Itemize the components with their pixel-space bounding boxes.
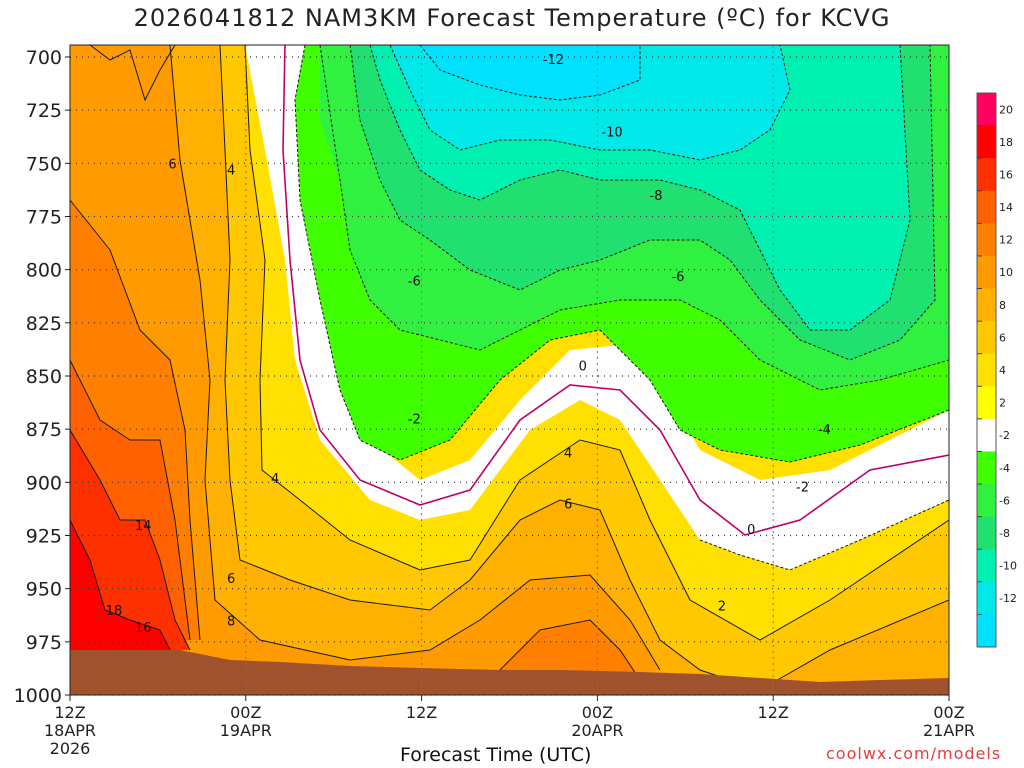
contour-label: 6 xyxy=(227,572,235,587)
colorbar-label: 4 xyxy=(999,364,1006,377)
colorbar-segment xyxy=(977,418,996,452)
contour-label: 6 xyxy=(168,157,176,172)
terrain xyxy=(70,650,949,695)
colorbar-segment xyxy=(977,614,996,648)
field-red-3 xyxy=(70,520,170,655)
colorbar-label: 6 xyxy=(999,331,1006,344)
contour-label: 16 xyxy=(135,621,152,636)
contour-label: 14 xyxy=(135,519,152,534)
contour-label: -4 xyxy=(818,423,831,438)
contour-label: 0 xyxy=(579,359,587,374)
y-tick-label: 775 xyxy=(26,207,62,229)
colorbar-label: 2 xyxy=(999,397,1006,410)
y-tick-label: 950 xyxy=(26,579,62,601)
x-axis-title: Forecast Time (UTC) xyxy=(400,744,592,766)
colorbar-segment xyxy=(977,549,996,583)
colorbar-segment xyxy=(977,516,996,550)
y-tick-label: 725 xyxy=(26,100,62,122)
colorbar-segment xyxy=(977,288,996,322)
colorbar-segment xyxy=(977,158,996,192)
y-tick-label: 875 xyxy=(26,419,62,441)
contour-label: -2 xyxy=(796,481,809,496)
colorbar-label: 20 xyxy=(999,103,1013,116)
x-tick-label: 12Z xyxy=(406,703,437,722)
x-tick-label: 20APR xyxy=(571,721,623,740)
contour-label: 18 xyxy=(106,604,123,619)
y-tick-label: 825 xyxy=(26,313,62,335)
colorbar-segment xyxy=(977,255,996,290)
colorbar-label: -8 xyxy=(999,527,1010,540)
x-tick-label: 2026 xyxy=(50,739,91,758)
colorbar-segment xyxy=(977,386,996,420)
y-axis: 700 725 750 775 800 825 850 875 900 925 950 975 1000 xyxy=(14,47,70,707)
x-tick-label: 18APR xyxy=(44,721,96,740)
x-tick-label: 00Z xyxy=(230,703,261,722)
contour-label: 2 xyxy=(718,600,726,615)
colorbar-segment xyxy=(977,125,996,159)
colorbar: 20 18 16 14 12 10 8 6 4 2 -2 -4 -6 -8 -10 -12 xyxy=(976,92,1017,648)
colorbar-label: -2 xyxy=(999,429,1010,442)
colorbar-segment xyxy=(977,223,996,257)
field-orange-low xyxy=(70,45,949,695)
colorbar-label: 10 xyxy=(999,266,1013,279)
colorbar-segment xyxy=(977,321,996,355)
contour-label: 4 xyxy=(564,447,572,462)
colorbar-segment xyxy=(977,353,996,387)
contour-lines xyxy=(70,45,949,691)
contour-label: 4 xyxy=(227,164,235,179)
contour-label: 6 xyxy=(564,498,572,513)
colorbar-segment xyxy=(977,581,996,615)
field-cyan-deep xyxy=(420,45,640,100)
contour-label: -2 xyxy=(408,413,421,428)
x-tick-label: 19APR xyxy=(220,721,272,740)
contour-label: -10 xyxy=(601,125,622,140)
colorbar-segment xyxy=(977,451,996,485)
contour-label: 0 xyxy=(747,523,755,538)
y-tick-label: 850 xyxy=(26,366,62,388)
x-tick-label: 12Z xyxy=(54,703,85,722)
y-tick-label: 700 xyxy=(26,47,62,69)
x-tick-label: 00Z xyxy=(933,703,964,722)
x-tick-label: 12Z xyxy=(758,703,789,722)
field-red-orange xyxy=(70,200,640,690)
y-tick-label: 750 xyxy=(26,153,62,175)
plot-frame xyxy=(69,44,950,696)
x-tick-label: 00Z xyxy=(582,703,613,722)
y-tick-label: 1000 xyxy=(14,685,62,707)
colorbar-frame xyxy=(976,92,997,648)
contour-label: -6 xyxy=(671,270,684,285)
colorbar-label: -6 xyxy=(999,494,1010,507)
colorbar-label: -10 xyxy=(999,560,1017,573)
x-tick-label: 21APR xyxy=(923,721,975,740)
colorbar-segment xyxy=(977,484,996,518)
contour-label-layer: -12 -10 -8 -6 -6 -2 0 4 6 2 0 -2 -4 4 6 8 4 6 14 18 16 xyxy=(106,53,831,636)
credit-text: coolwx.com/models xyxy=(826,744,1002,763)
colorbar-label: -12 xyxy=(999,592,1017,605)
colorbar-segment xyxy=(977,190,996,224)
contour-label: -12 xyxy=(543,53,564,68)
colorbar-label: 8 xyxy=(999,299,1006,312)
y-tick-label: 925 xyxy=(26,526,62,548)
contour-label: -6 xyxy=(408,274,421,289)
y-tick-label: 800 xyxy=(26,260,62,282)
colorbar-label: 14 xyxy=(999,201,1013,214)
colorbar-segment xyxy=(977,93,996,127)
colorbar-label: 12 xyxy=(999,234,1013,247)
contour-label: 4 xyxy=(271,472,279,487)
y-tick-label: 975 xyxy=(26,632,62,654)
colorbar-label: 16 xyxy=(999,168,1013,181)
chart-title: 2026041812 NAM3KM Forecast Temperature (… xyxy=(133,4,891,32)
contour-label: 8 xyxy=(227,615,235,630)
contour-label: -8 xyxy=(650,189,663,204)
colorbar-label: 18 xyxy=(999,136,1013,149)
colorbar-label: -4 xyxy=(999,462,1010,475)
y-tick-label: 900 xyxy=(26,472,62,494)
